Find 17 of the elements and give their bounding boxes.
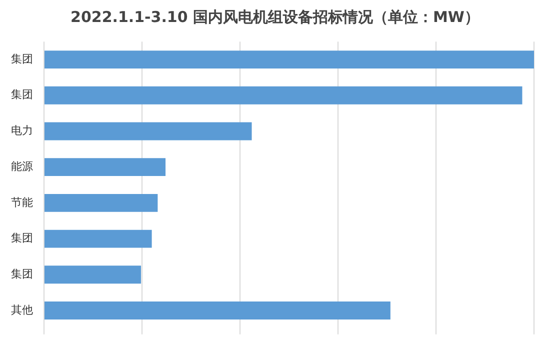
bar — [44, 302, 390, 320]
y-tick-label: 电力 — [11, 124, 33, 138]
chart-title: 2022.1.1-3.10 国内风电机组设备招标情况（单位：MW） — [70, 8, 480, 28]
bar — [44, 50, 534, 68]
y-tick-label: 集团 — [11, 88, 33, 102]
bar — [44, 194, 158, 212]
y-tick-label: 其他 — [11, 303, 33, 316]
bar — [44, 266, 142, 284]
y-tick-label: 集团 — [11, 52, 33, 66]
bar — [44, 122, 252, 140]
bar — [44, 230, 152, 248]
bar — [44, 86, 522, 104]
y-tick-label: 集团 — [11, 267, 33, 280]
y-tick-label: 集团 — [11, 232, 33, 245]
y-tick-label: 能源 — [11, 160, 33, 173]
y-tick-label: 节能 — [11, 196, 33, 209]
bar — [44, 158, 166, 176]
